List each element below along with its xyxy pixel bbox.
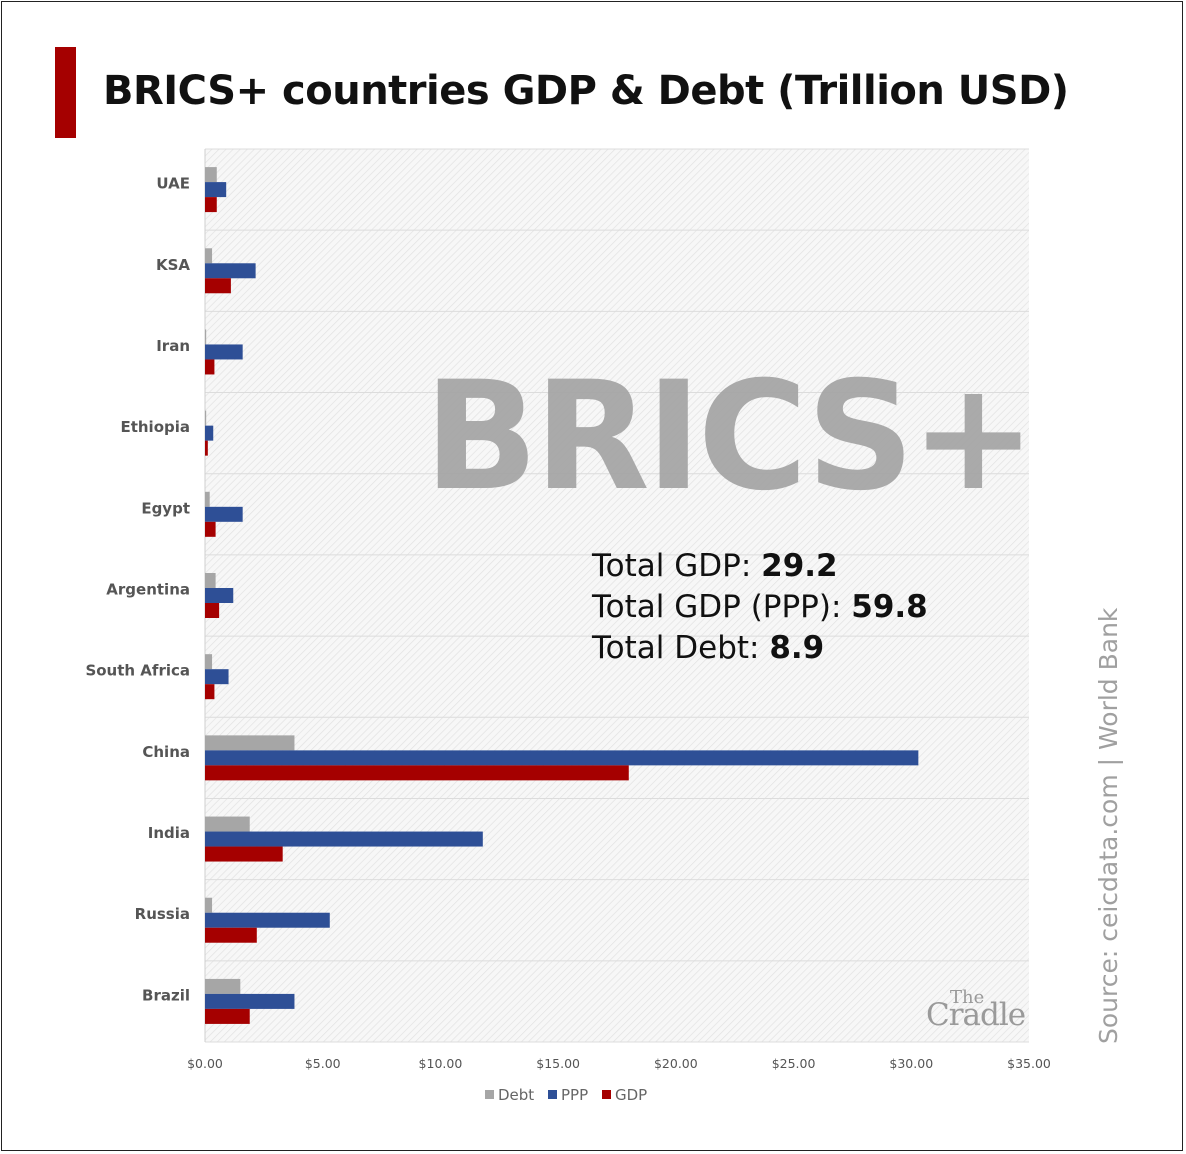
logo-the: The bbox=[950, 987, 985, 1008]
bar-debt-south-africa bbox=[205, 654, 213, 670]
category-label: Russia bbox=[135, 905, 190, 923]
bar-gdp-china bbox=[205, 765, 629, 781]
bar-debt-argentina bbox=[205, 573, 216, 588]
category-label: Ethiopia bbox=[120, 418, 190, 436]
bar-ppp-brazil bbox=[205, 993, 295, 1009]
bar-gdp-south-africa bbox=[205, 684, 215, 700]
bar-debt-india bbox=[205, 816, 250, 832]
total-ppp-line: Total GDP (PPP): 59.8 bbox=[592, 587, 928, 628]
bar-ppp-egypt bbox=[205, 506, 243, 522]
bar-gdp-iran bbox=[205, 359, 215, 375]
category-label: Iran bbox=[156, 337, 190, 355]
title-accent-bar bbox=[55, 47, 76, 138]
total-gdp-line: Total GDP: 29.2 bbox=[592, 546, 928, 587]
bar-gdp-egypt bbox=[205, 521, 216, 537]
x-tick-label: $35.00 bbox=[1007, 1056, 1051, 1071]
bar-gdp-ksa bbox=[205, 278, 231, 294]
bar-debt-egypt bbox=[205, 491, 210, 507]
category-label: India bbox=[148, 824, 190, 842]
legend-label-ppp: PPP bbox=[561, 1086, 588, 1104]
bar-ppp-south-africa bbox=[205, 669, 229, 685]
bar-ppp-china bbox=[205, 750, 919, 766]
total-gdp-label: Total GDP: bbox=[592, 548, 762, 584]
category-label: Brazil bbox=[142, 986, 190, 1004]
legend-label-gdp: GDP bbox=[615, 1086, 647, 1104]
plot-area bbox=[205, 149, 1029, 1042]
x-tick-label: $10.00 bbox=[419, 1056, 463, 1071]
category-label: South Africa bbox=[85, 662, 190, 680]
logo-cradle: Cradle bbox=[926, 997, 1026, 1033]
bar-ppp-iran bbox=[205, 344, 243, 360]
bar-gdp-brazil bbox=[205, 1008, 250, 1024]
bar-ppp-ksa bbox=[205, 263, 256, 279]
bar-gdp-uae bbox=[205, 197, 217, 213]
bar-debt-uae bbox=[205, 167, 217, 183]
total-gdp-value: 29.2 bbox=[761, 548, 838, 584]
x-tick-label: $20.00 bbox=[654, 1056, 698, 1071]
chart-title: BRICS+ countries GDP & Debt (Trillion US… bbox=[103, 68, 1069, 114]
bar-debt-ethiopia bbox=[205, 410, 207, 426]
legend-swatch-debt bbox=[485, 1090, 494, 1099]
source-note: Source: ceicdata.com | World Bank bbox=[1094, 607, 1123, 1044]
bar-gdp-india bbox=[205, 846, 283, 862]
x-tick-label: $25.00 bbox=[772, 1056, 816, 1071]
bar-debt-russia bbox=[205, 897, 213, 913]
bar-debt-iran bbox=[205, 329, 207, 345]
category-label: UAE bbox=[156, 175, 190, 193]
total-ppp-value: 59.8 bbox=[851, 589, 928, 625]
x-tick-label: $5.00 bbox=[305, 1056, 341, 1071]
bar-ppp-india bbox=[205, 831, 483, 847]
legend-swatch-gdp bbox=[602, 1090, 611, 1099]
bar-gdp-russia bbox=[205, 927, 257, 943]
the-cradle-logo: The Cradle bbox=[926, 987, 1026, 1033]
total-ppp-label: Total GDP (PPP): bbox=[592, 589, 852, 625]
bar-debt-china bbox=[205, 735, 295, 751]
totals-annotation: Total GDP: 29.2 Total GDP (PPP): 59.8 To… bbox=[592, 546, 928, 669]
legend-label-debt: Debt bbox=[498, 1086, 534, 1104]
category-label: KSA bbox=[156, 256, 190, 274]
legend-swatch-ppp bbox=[548, 1090, 557, 1099]
bar-gdp-ethiopia bbox=[205, 440, 208, 456]
total-debt-line: Total Debt: 8.9 bbox=[592, 628, 928, 669]
x-tick-label: $15.00 bbox=[536, 1056, 580, 1071]
total-debt-label: Total Debt: bbox=[592, 630, 770, 666]
bar-debt-ksa bbox=[205, 248, 213, 264]
bar-ppp-russia bbox=[205, 912, 330, 928]
x-tick-label: $30.00 bbox=[889, 1056, 933, 1071]
bar-gdp-argentina bbox=[205, 603, 220, 618]
brics-watermark: BRICS+ bbox=[424, 350, 1036, 524]
category-label: Egypt bbox=[141, 499, 190, 517]
bar-ppp-uae bbox=[205, 182, 227, 198]
total-debt-value: 8.9 bbox=[769, 630, 825, 666]
category-label: Argentina bbox=[106, 581, 190, 599]
bar-debt-brazil bbox=[205, 978, 241, 994]
bar-ppp-ethiopia bbox=[205, 425, 214, 441]
category-label: China bbox=[142, 743, 190, 761]
x-tick-label: $0.00 bbox=[187, 1056, 223, 1071]
bar-ppp-argentina bbox=[205, 588, 234, 603]
